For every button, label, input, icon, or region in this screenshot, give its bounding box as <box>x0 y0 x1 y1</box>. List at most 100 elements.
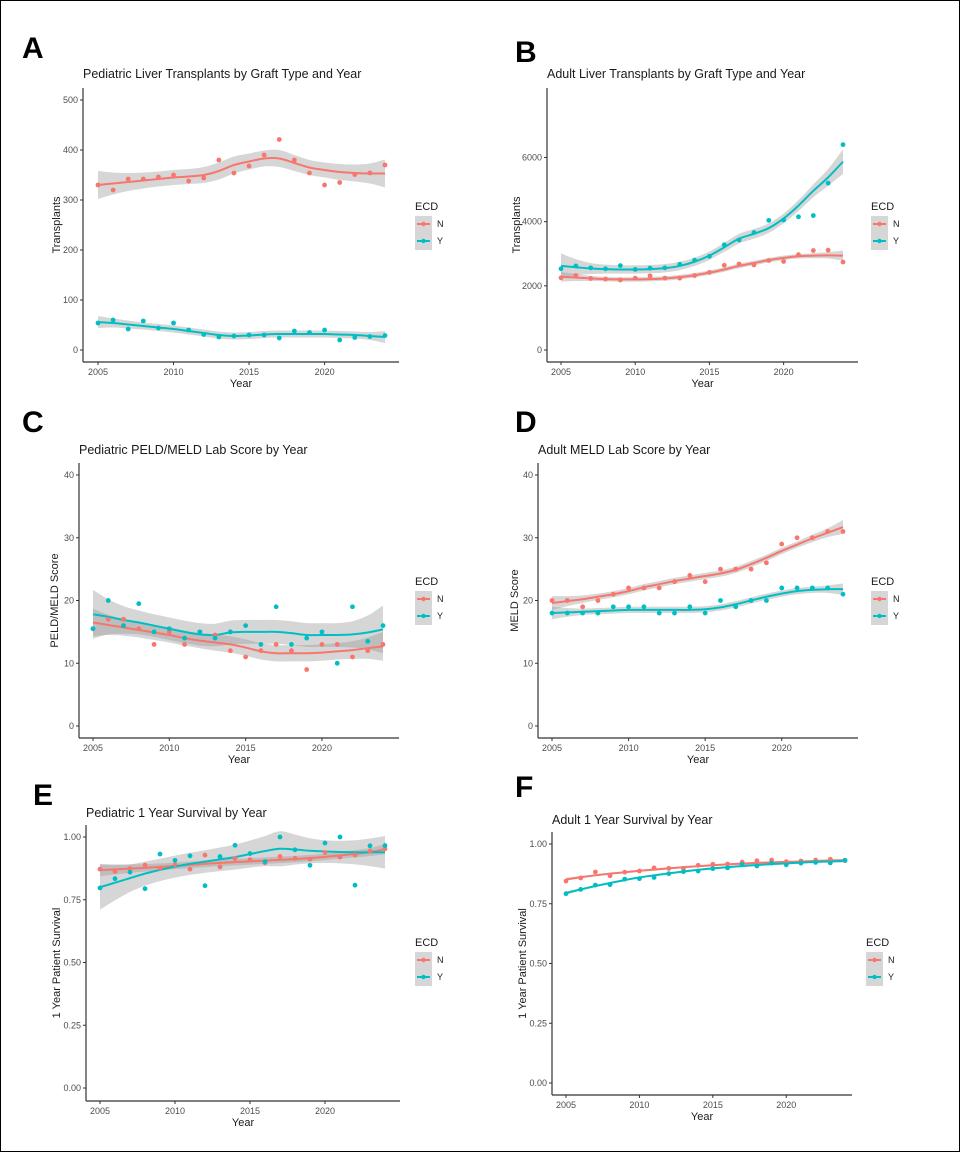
data-point-n <box>337 180 343 185</box>
data-point-n <box>322 850 328 855</box>
data-point-n <box>142 862 148 868</box>
confidence-ribbon-y <box>552 583 843 620</box>
legend-label-n: N <box>437 955 444 965</box>
trend-line-n <box>97 157 386 186</box>
data-point-n <box>367 170 373 176</box>
data-point-y <box>151 629 157 635</box>
x-tick-label: 2020 <box>312 743 332 753</box>
data-point-n <box>626 585 631 591</box>
panel-letter: A <box>22 32 44 65</box>
trend-line-y <box>560 160 844 271</box>
data-point-n <box>172 862 178 868</box>
data-point-y <box>798 860 804 866</box>
data-point-n <box>382 162 388 168</box>
data-point-y <box>105 598 111 603</box>
y-tick-label: 0 <box>73 345 78 355</box>
data-point-n <box>291 157 297 163</box>
data-point-n <box>202 852 208 858</box>
legend-key-point-y <box>421 238 426 244</box>
data-point-n <box>558 275 564 281</box>
y-axis-title: Transplants <box>51 196 63 254</box>
data-point-y <box>677 261 683 267</box>
y-tick-label: 0.25 <box>63 1020 81 1030</box>
x-tick-label: 2005 <box>90 1106 110 1116</box>
data-point-n <box>171 172 176 178</box>
y-tick-label: 0 <box>537 345 542 355</box>
y-tick-label: 40 <box>523 470 533 480</box>
data-point-y <box>261 332 267 338</box>
data-point-y <box>217 854 223 859</box>
legend: ECD NY <box>415 576 444 625</box>
legend-label-n: N <box>437 594 444 604</box>
data-point-n <box>840 259 846 265</box>
panel-c: C Pediatric PELD/MELD Lab Score by Year 0 1… <box>22 406 444 766</box>
data-point-y <box>186 327 192 333</box>
data-point-n <box>217 864 223 870</box>
data-point-y <box>97 885 103 891</box>
legend-key-point-n <box>421 957 426 963</box>
data-point-y <box>769 860 774 866</box>
y-tick-label: 20 <box>523 596 533 606</box>
data-point-n <box>641 585 647 591</box>
y-tick-label: 10 <box>64 658 74 668</box>
data-point-n <box>781 259 787 264</box>
data-point-n <box>748 566 754 572</box>
data-point-n <box>187 866 193 872</box>
data-point-n <box>182 642 187 647</box>
legend-title: ECD <box>415 201 438 213</box>
data-point-n <box>622 869 628 875</box>
y-tick-label: 10 <box>523 658 533 668</box>
data-point-y <box>827 860 833 866</box>
data-point-n <box>307 856 313 862</box>
data-point-y <box>810 213 816 218</box>
data-point-n <box>754 858 760 864</box>
data-point-y <box>766 217 772 223</box>
chart-title: Pediatric 1 Year Survival by Year <box>86 806 267 820</box>
legend-key-background <box>415 216 432 250</box>
data-point-y <box>647 265 653 271</box>
data-point-y <box>610 604 616 610</box>
data-point-n <box>110 187 116 193</box>
data-point-n <box>751 262 757 268</box>
x-axis-title: Year <box>230 378 253 390</box>
data-point-y <box>291 328 297 334</box>
data-point-y <box>201 332 207 337</box>
confidence-ribbon-y <box>100 831 385 910</box>
y-tick-label: 2000 <box>522 281 542 291</box>
y-axis-title: 1 Year Patient Survival <box>51 908 63 1019</box>
data-point-n <box>112 868 118 874</box>
data-point-n <box>246 163 252 169</box>
data-point-n <box>186 178 192 184</box>
data-point-y <box>334 660 340 666</box>
data-point-n <box>707 269 712 275</box>
data-point-y <box>157 851 163 857</box>
data-point-n <box>201 175 207 181</box>
data-point-n <box>794 535 800 541</box>
y-tick-label: 500 <box>63 95 78 105</box>
data-point-y <box>622 876 628 882</box>
data-point-y <box>197 629 203 635</box>
x-axis-title: Year <box>228 754 251 766</box>
data-point-n <box>681 865 686 871</box>
y-tick-label: 0 <box>69 721 74 731</box>
legend-key-point-n <box>877 221 882 227</box>
confidence-ribbon-n <box>561 250 843 282</box>
legend-label-n: N <box>888 955 895 965</box>
x-axis-title: Year <box>232 1117 255 1129</box>
data-point-y <box>247 851 253 856</box>
legend-label-y: Y <box>893 611 899 621</box>
y-tick-label: 0.50 <box>529 959 547 969</box>
data-point-y <box>578 887 584 892</box>
panel-e: E Pediatric 1 Year Survival by Year 0.00 0.… <box>33 779 444 1129</box>
data-point-y <box>666 871 672 877</box>
data-point-y <box>246 332 252 338</box>
data-point-y <box>380 623 386 628</box>
legend-label-n: N <box>437 219 444 229</box>
x-tick-label: 2015 <box>703 1100 723 1110</box>
data-point-n <box>692 273 697 278</box>
legend-key-background <box>871 216 888 250</box>
data-point-y <box>125 326 131 332</box>
data-point-n <box>334 642 340 647</box>
panel-letter: D <box>515 406 537 439</box>
